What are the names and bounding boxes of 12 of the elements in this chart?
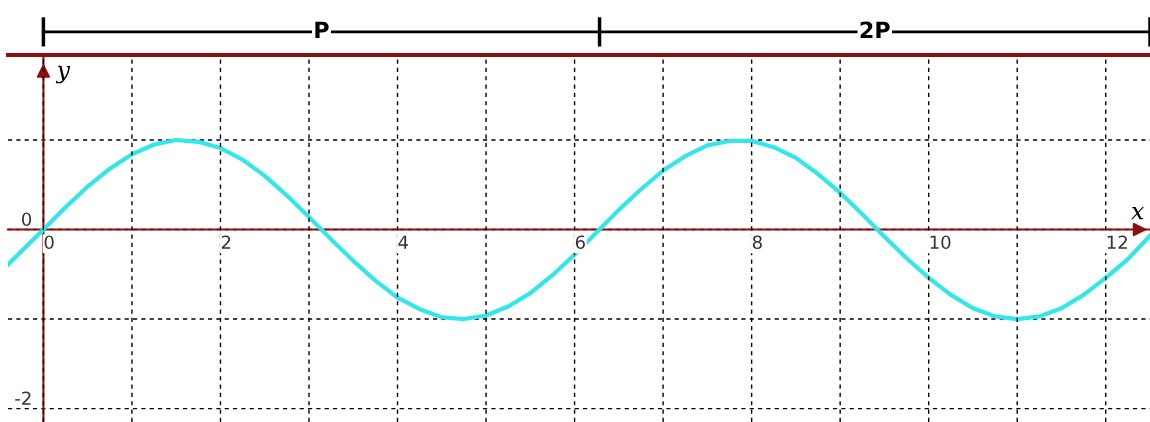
y-axis-title: y	[55, 65, 71, 84]
x-tick-label: 2	[221, 235, 231, 249]
x-tick-label: 12	[1107, 235, 1127, 249]
x-tick-label: 0	[44, 235, 54, 250]
text: P	[315, 21, 329, 39]
text: 2P	[860, 21, 890, 39]
y-tick-label: -2	[15, 391, 31, 405]
x-axis-title: x	[1131, 207, 1144, 220]
x-tick-label: 10	[930, 235, 951, 250]
x-tick-label: 8	[752, 235, 762, 250]
x-tick-label: 4	[398, 235, 408, 249]
x-tick-label: 6	[575, 235, 585, 250]
